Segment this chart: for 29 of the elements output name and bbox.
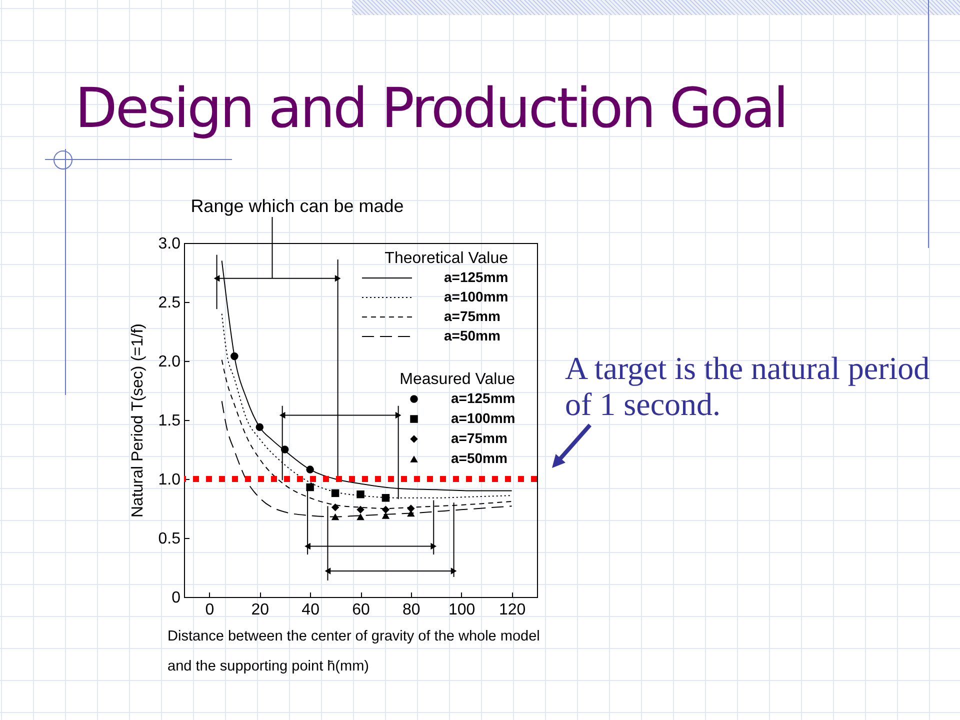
chart-title: Design and Production Goal (75, 76, 787, 140)
x-tick-label: 0 (205, 602, 214, 618)
legend-label: a=100mm (444, 288, 508, 304)
y-tick-label: 0.5 (158, 530, 181, 548)
annotation: Range which can be made (190, 196, 404, 216)
legend-label: a=100mm (451, 410, 516, 426)
y-tick-label: 1.5 (158, 412, 181, 430)
legend-label: a=125mm (451, 390, 516, 406)
legend-label: a=50mm (451, 450, 508, 466)
x-tick-label: 80 (402, 602, 420, 618)
x-tick-label: 100 (448, 602, 476, 618)
text: Theoretical Value (384, 250, 508, 267)
ref-line-label: A target is the natural period of 1 second. (565, 350, 931, 422)
legend-label: a=75mm (444, 308, 500, 324)
x-tick-label: 40 (302, 602, 320, 618)
x-tick-label: 120 (498, 602, 526, 618)
y-tick-label: 2.5 (158, 294, 181, 312)
x-axis-title: Distance between the center of gravity of the whole model and the supporting point h̄(mm) (168, 628, 540, 674)
y-axis-title: Natural Period T(sec) (=1/f) (129, 324, 146, 518)
y-tick-label: 1.0 (158, 472, 181, 488)
y-tick-label: 3.0 (158, 236, 181, 252)
legend-label: a=125mm (444, 269, 508, 285)
x-tick-label: 20 (251, 602, 270, 618)
y-tick-label: 0 (172, 590, 181, 606)
legend-label: a=75mm (451, 430, 508, 446)
y-tick-label: 2.0 (158, 354, 181, 370)
x-tick-label: 60 (352, 602, 370, 618)
legend-label: a=50mm (444, 328, 500, 344)
text: Measured Value (400, 371, 515, 388)
